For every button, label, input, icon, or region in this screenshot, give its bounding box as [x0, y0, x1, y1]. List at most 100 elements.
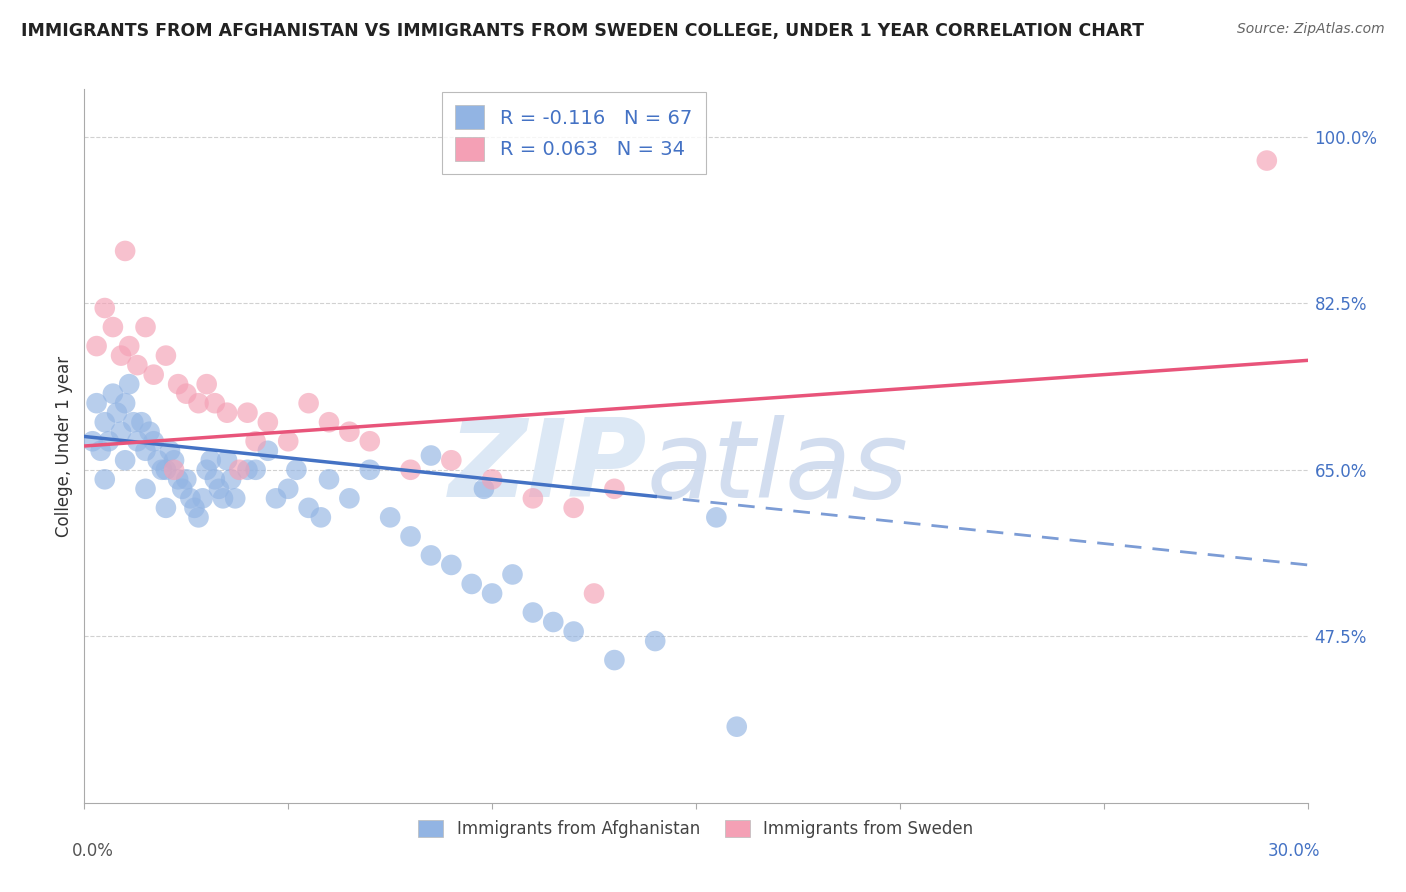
Point: [93, 472, 115, 486]
Point: [339, 491, 361, 506]
Point: [187, 396, 209, 410]
Point: [298, 396, 321, 410]
Point: [138, 425, 160, 439]
Point: [472, 482, 495, 496]
Point: [195, 463, 218, 477]
Point: [725, 720, 748, 734]
Point: [82, 434, 104, 449]
Point: [114, 244, 136, 258]
Text: 0.0%: 0.0%: [72, 842, 114, 860]
Point: [224, 491, 246, 506]
Point: [309, 510, 332, 524]
Point: [167, 472, 190, 486]
Point: [380, 510, 402, 524]
Point: [127, 434, 149, 449]
Point: [159, 443, 181, 458]
Point: [142, 434, 165, 449]
Point: [502, 567, 524, 582]
Point: [86, 339, 108, 353]
Point: [285, 463, 308, 477]
Point: [359, 463, 381, 477]
Point: [481, 586, 503, 600]
Point: [93, 301, 115, 315]
Point: [217, 453, 239, 467]
Point: [219, 472, 242, 486]
Point: [179, 491, 201, 506]
Point: [204, 472, 226, 486]
Point: [1256, 153, 1278, 168]
Point: [146, 453, 169, 467]
Point: [562, 500, 585, 515]
Point: [163, 463, 186, 477]
Point: [155, 500, 177, 515]
Point: [257, 443, 280, 458]
Point: [122, 415, 145, 429]
Point: [135, 443, 157, 458]
Point: [191, 491, 214, 506]
Point: [97, 434, 120, 449]
Point: [110, 425, 132, 439]
Point: [174, 386, 197, 401]
Point: [142, 368, 165, 382]
Point: [277, 482, 299, 496]
Point: [522, 606, 544, 620]
Point: [195, 377, 218, 392]
Point: [131, 415, 153, 429]
Point: [440, 453, 463, 467]
Point: [298, 500, 321, 515]
Y-axis label: College, Under 1 year: College, Under 1 year: [55, 355, 73, 537]
Point: [135, 320, 157, 334]
Text: atlas: atlas: [647, 415, 908, 520]
Point: [135, 482, 157, 496]
Point: [359, 434, 381, 449]
Point: [603, 653, 626, 667]
Text: 30.0%: 30.0%: [1267, 842, 1320, 860]
Point: [245, 463, 267, 477]
Point: [101, 386, 124, 401]
Point: [101, 320, 124, 334]
Point: [583, 586, 606, 600]
Point: [208, 482, 231, 496]
Point: [420, 549, 443, 563]
Text: Source: ZipAtlas.com: Source: ZipAtlas.com: [1237, 22, 1385, 37]
Point: [318, 472, 340, 486]
Point: [118, 377, 141, 392]
Point: [86, 396, 108, 410]
Point: [217, 406, 239, 420]
Point: [167, 377, 190, 392]
Point: [90, 443, 112, 458]
Point: [644, 634, 666, 648]
Point: [93, 415, 115, 429]
Point: [481, 472, 503, 486]
Point: [522, 491, 544, 506]
Point: [236, 463, 259, 477]
Point: [399, 463, 422, 477]
Point: [245, 434, 267, 449]
Point: [187, 510, 209, 524]
Point: [318, 415, 340, 429]
Text: ZIP: ZIP: [449, 415, 647, 520]
Legend: Immigrants from Afghanistan, Immigrants from Sweden: Immigrants from Afghanistan, Immigrants …: [412, 813, 980, 845]
Point: [155, 349, 177, 363]
Point: [212, 491, 235, 506]
Point: [236, 406, 259, 420]
Point: [114, 453, 136, 467]
Point: [264, 491, 287, 506]
Point: [114, 396, 136, 410]
Point: [420, 449, 443, 463]
Point: [440, 558, 463, 572]
Point: [543, 615, 565, 629]
Point: [163, 453, 186, 467]
Point: [603, 482, 626, 496]
Point: [183, 500, 205, 515]
Point: [277, 434, 299, 449]
Point: [127, 358, 149, 372]
Point: [200, 453, 222, 467]
Point: [562, 624, 585, 639]
Point: [461, 577, 484, 591]
Point: [110, 349, 132, 363]
Point: [706, 510, 728, 524]
Point: [204, 396, 226, 410]
Text: IMMIGRANTS FROM AFGHANISTAN VS IMMIGRANTS FROM SWEDEN COLLEGE, UNDER 1 YEAR CORR: IMMIGRANTS FROM AFGHANISTAN VS IMMIGRANT…: [21, 22, 1144, 40]
Point: [174, 472, 197, 486]
